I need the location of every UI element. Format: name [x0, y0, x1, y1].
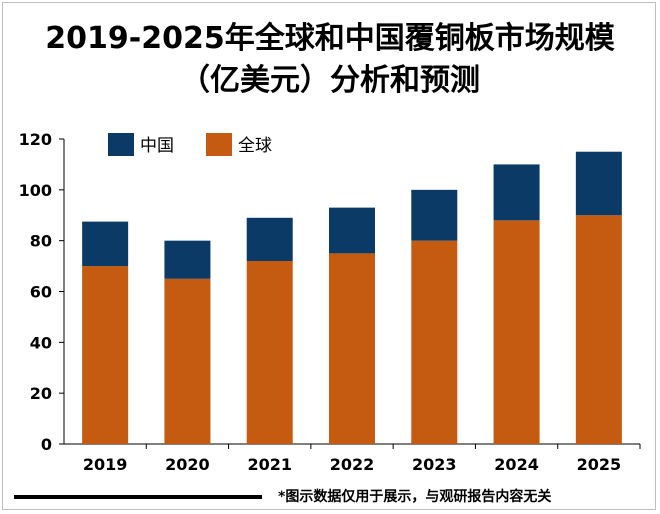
y-tick-label: 120 — [19, 130, 52, 149]
y-tick-label: 80 — [30, 232, 52, 251]
bar-global-2023 — [411, 240, 458, 444]
chart-frame — [2, 2, 656, 510]
x-tick-label: 2021 — [247, 455, 292, 474]
bar-china-2021 — [246, 217, 293, 261]
y-tick-label: 60 — [30, 283, 52, 302]
bar-china-2022 — [329, 207, 375, 254]
legend-swatch-china — [108, 133, 134, 156]
bar-global-2021 — [246, 261, 293, 444]
chart-title-line-2: （亿美元）分析和预测 — [180, 63, 480, 98]
chart-title-line-1: 2019-2025年全球和中国覆铜板市场规模 — [45, 21, 615, 56]
bar-global-2022 — [329, 253, 375, 444]
y-tick-label: 20 — [30, 384, 52, 403]
footer-rule — [14, 495, 262, 499]
bar-china-2019 — [82, 221, 129, 267]
x-tick-label: 2025 — [577, 455, 622, 474]
bar-global-2025 — [575, 215, 622, 444]
y-tick-label: 40 — [30, 333, 52, 352]
bar-china-2023 — [411, 189, 458, 241]
bar-global-2024 — [493, 220, 540, 444]
bar-china-2024 — [493, 164, 540, 221]
bar-china-2020 — [164, 240, 211, 279]
chart-title: 2019-2025年全球和中国覆铜板市场规模 （亿美元）分析和预测 — [0, 18, 660, 102]
y-tick-label: 0 — [41, 435, 52, 454]
bar-global-2019 — [82, 266, 129, 444]
footnote: *图示数据仅用于展示，与观研报告内容无关 — [278, 489, 552, 505]
x-tick-label: 2022 — [330, 455, 375, 474]
legend-label-china: 中国 — [140, 136, 174, 156]
x-tick-label: 2020 — [165, 455, 210, 474]
x-tick-label: 2024 — [494, 455, 539, 474]
bar-china-2025 — [575, 151, 622, 216]
legend-label-global: 全球 — [238, 136, 272, 156]
x-tick-label: 2019 — [83, 455, 128, 474]
x-tick-label: 2023 — [412, 455, 457, 474]
bar-global-2020 — [164, 278, 211, 444]
y-tick-label: 100 — [19, 181, 52, 200]
legend-swatch-global — [206, 133, 232, 156]
